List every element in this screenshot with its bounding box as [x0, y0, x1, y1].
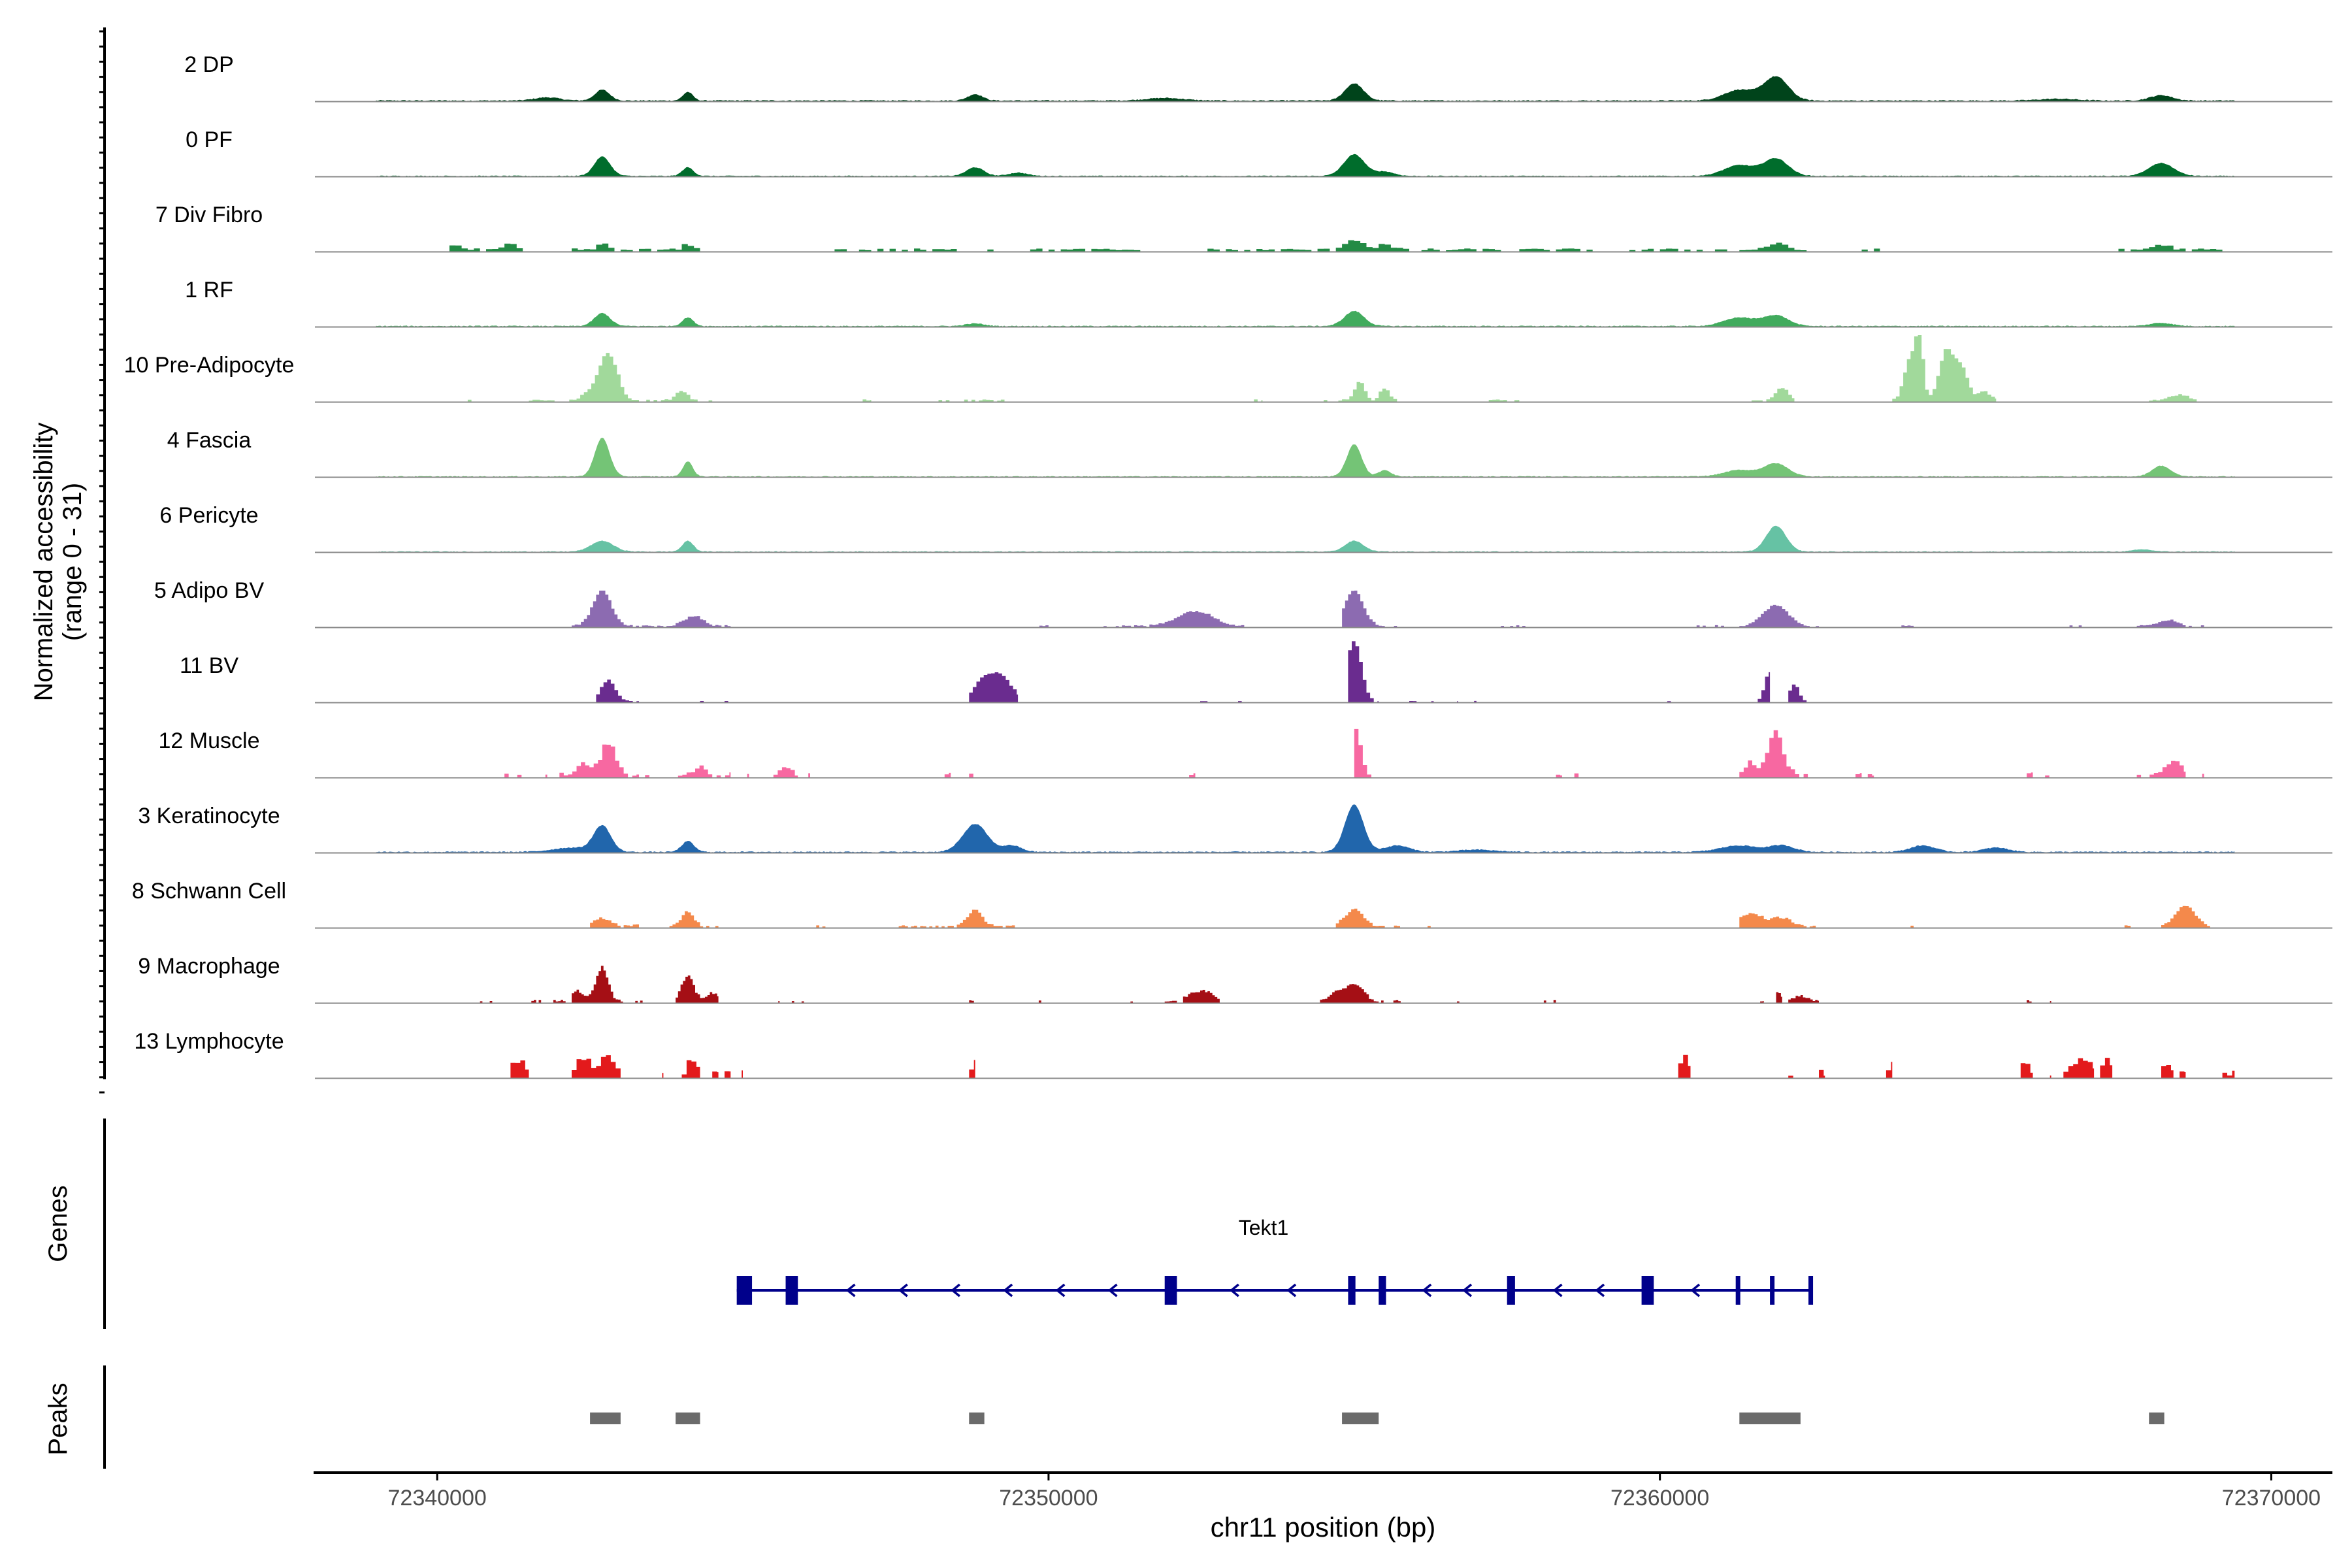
track-1-rf: 1 RF: [185, 278, 2332, 328]
x-axis: 72340000 72350000 72360000 72370000 chr11 p…: [314, 1471, 2332, 1543]
gene-model-tekt1: [736, 1276, 1814, 1305]
gene-exon: [1348, 1276, 1356, 1305]
gene-strand-arrow: [1003, 1283, 1013, 1298]
track-13-lymphocyte: 13 Lymphocyte: [134, 1029, 2332, 1079]
peaks-panel: Peaks: [44, 1365, 2164, 1469]
gene-exon: [1164, 1276, 1177, 1305]
gene-strand-arrow: [845, 1283, 856, 1298]
x-tick-label: 72350000: [999, 1486, 1098, 1511]
track-10-pre-adipocyte: 10 Pre-Adipocyte: [124, 335, 2332, 403]
track-label: 9 Macrophage: [138, 954, 280, 979]
gene-strand-arrow: [1286, 1283, 1297, 1298]
gene-name-label: Tekt1: [1239, 1216, 1288, 1239]
gene-strand-arrow: [1462, 1283, 1473, 1298]
track-8-schwann-cell: 8 Schwann Cell: [132, 879, 2332, 929]
track-signal: [376, 154, 2235, 176]
peak-region: [1342, 1413, 1379, 1424]
track-label: 8 Schwann Cell: [132, 879, 286, 904]
track-label: 2 DP: [184, 52, 234, 77]
track-signal: [376, 525, 2235, 552]
track-3-keratinocyte: 3 Keratinocyte: [138, 804, 2332, 854]
gene-strand-arrow: [1552, 1283, 1563, 1298]
track-signal: [504, 728, 2204, 777]
genes-track-label: Genes: [44, 1185, 73, 1262]
genes-panel: Genes Tekt1: [44, 1119, 1814, 1329]
gene-exon: [1808, 1276, 1814, 1305]
x-tick-label: 72360000: [1610, 1486, 1709, 1511]
gene-strand-arrow: [1055, 1283, 1066, 1298]
track-11-bv: 11 BV: [180, 641, 2332, 704]
track-signal: [510, 1054, 2235, 1078]
coverage-y-axis: [99, 27, 106, 1094]
peak-region: [1739, 1413, 1801, 1424]
gene-strand-arrow: [951, 1283, 960, 1298]
y-axis-title: Normalized accessibility (range 0 - 31): [29, 423, 87, 702]
track-signal: [376, 437, 2235, 477]
track-label: 4 Fascia: [167, 428, 252, 453]
x-tick-label: 72340000: [388, 1486, 487, 1511]
peak-region: [676, 1413, 700, 1424]
x-axis-title: chr11 position (bp): [1211, 1512, 1436, 1543]
gene-exon: [785, 1276, 798, 1305]
track-label: 6 Pericyte: [159, 503, 258, 528]
gene-strand-arrow: [898, 1283, 908, 1298]
track-4-fascia: 4 Fascia: [167, 428, 2332, 478]
track-9-macrophage: 9 Macrophage: [138, 954, 2332, 1004]
y-axis-label: Normalized accessibility: [29, 423, 58, 702]
gene-strand-arrow: [1107, 1283, 1118, 1298]
track-label: 11 BV: [180, 653, 238, 678]
peak-region: [590, 1413, 621, 1424]
track-signal: [376, 76, 2235, 101]
track-label: 13 Lymphocyte: [134, 1029, 284, 1054]
track-label: 3 Keratinocyte: [138, 804, 280, 828]
track-label: 1 RF: [185, 278, 233, 302]
x-axis-ticks: 72340000 72350000 72360000 72370000: [388, 1473, 2321, 1511]
track-6-pericyte: 6 Pericyte: [159, 503, 2332, 553]
track-2-dp: 2 DP: [184, 52, 2332, 103]
peaks-track-label: Peaks: [44, 1382, 73, 1455]
track-5-adipo-bv: 5 Adipo BV: [154, 578, 2332, 629]
gene-strand-arrow: [1690, 1283, 1701, 1298]
y-axis-range-label: (range 0 - 31): [58, 483, 87, 641]
gene-strand-arrow: [1229, 1283, 1239, 1298]
gene-exon: [1735, 1276, 1740, 1305]
x-tick-label: 72370000: [2222, 1486, 2321, 1511]
track-label: 7 Div Fibro: [155, 203, 263, 227]
gene-exon: [1770, 1276, 1775, 1305]
peak-region: [2149, 1413, 2164, 1424]
gene-exon: [736, 1276, 753, 1305]
gene-exon: [1507, 1276, 1515, 1305]
gene-exon: [1379, 1276, 1386, 1305]
gene-strand-arrow: [1422, 1283, 1432, 1298]
coverage-tracks: 2 DP 0 PF 7 Div Fibro 1 RF 10 Pre-Adipocyte 4…: [124, 52, 2332, 1079]
track-12-muscle: 12 Muscle: [159, 728, 2332, 779]
peak-regions: [590, 1413, 2164, 1424]
track-label: 12 Muscle: [159, 728, 260, 753]
track-label: 10 Pre-Adipocyte: [124, 353, 295, 378]
gene-exon: [1641, 1276, 1654, 1305]
track-label: 0 PF: [186, 127, 233, 152]
track-signal: [449, 240, 2223, 252]
peak-region: [969, 1413, 985, 1424]
track-label: 5 Adipo BV: [154, 578, 265, 603]
gene-strand-arrow: [1595, 1283, 1605, 1298]
track-0-pf: 0 PF: [186, 127, 2332, 178]
track-7-div-fibro: 7 Div Fibro: [155, 203, 2332, 253]
track-signal: [376, 310, 2235, 327]
